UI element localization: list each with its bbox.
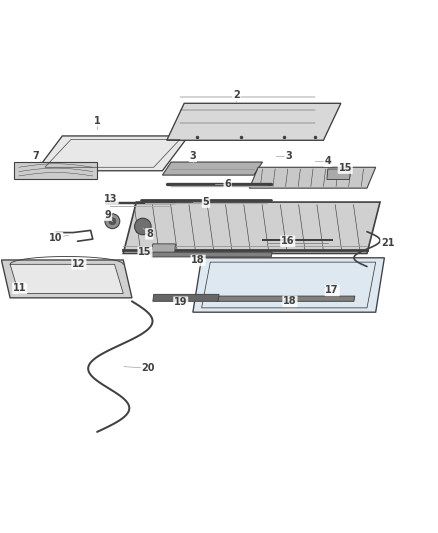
- Text: 20: 20: [142, 364, 155, 373]
- Text: 7: 7: [33, 150, 39, 160]
- Polygon shape: [10, 264, 123, 294]
- Circle shape: [105, 214, 120, 229]
- Polygon shape: [152, 244, 176, 254]
- Polygon shape: [1, 260, 132, 298]
- Text: 16: 16: [281, 236, 294, 246]
- Polygon shape: [217, 296, 355, 301]
- Text: 18: 18: [283, 296, 297, 306]
- Text: 2: 2: [233, 91, 240, 100]
- Polygon shape: [162, 162, 262, 175]
- Polygon shape: [167, 103, 341, 140]
- Text: 15: 15: [339, 163, 352, 173]
- Polygon shape: [14, 162, 97, 180]
- Text: 18: 18: [191, 255, 205, 265]
- Circle shape: [134, 218, 151, 235]
- Polygon shape: [327, 169, 350, 180]
- Polygon shape: [250, 167, 376, 188]
- Text: 11: 11: [13, 283, 26, 293]
- Text: 15: 15: [138, 247, 152, 257]
- Text: 1: 1: [94, 116, 100, 126]
- Text: 12: 12: [72, 259, 85, 269]
- Text: 19: 19: [174, 297, 187, 307]
- Polygon shape: [152, 252, 272, 257]
- Text: 13: 13: [104, 193, 118, 204]
- Polygon shape: [123, 202, 380, 254]
- Text: 17: 17: [325, 286, 339, 295]
- Text: 10: 10: [49, 233, 63, 243]
- Polygon shape: [153, 294, 219, 301]
- FancyBboxPatch shape: [136, 221, 149, 232]
- Polygon shape: [193, 258, 385, 312]
- Text: 5: 5: [202, 197, 209, 207]
- Text: 21: 21: [381, 238, 395, 248]
- Text: 3: 3: [190, 151, 196, 161]
- Text: 9: 9: [105, 210, 111, 220]
- Text: 8: 8: [146, 229, 153, 239]
- Text: 4: 4: [325, 156, 331, 166]
- Text: 3: 3: [285, 150, 292, 160]
- Circle shape: [109, 218, 116, 225]
- Polygon shape: [36, 136, 188, 171]
- Text: 6: 6: [224, 179, 231, 189]
